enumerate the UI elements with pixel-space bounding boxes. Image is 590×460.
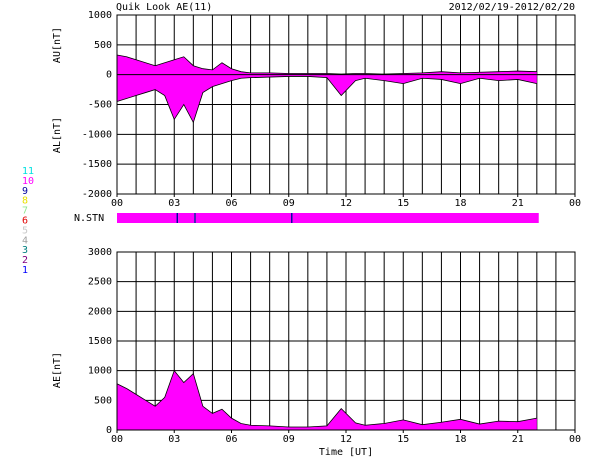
station-legend: 9	[22, 186, 28, 197]
x-tick-label: 06	[225, 434, 237, 445]
station-legend: 2	[22, 255, 28, 266]
y-tick-label: 3000	[88, 247, 112, 258]
y-axis-label: AE[nT]	[52, 352, 63, 388]
x-tick-label: 21	[512, 198, 524, 209]
x-tick-label: 00	[569, 434, 581, 445]
station-legend: 4	[22, 235, 28, 246]
station-segment	[194, 213, 196, 223]
x-tick-label: 09	[283, 434, 295, 445]
area-outline	[116, 369, 537, 428]
y-tick-label: 1000	[88, 10, 112, 21]
station-label: N.STN	[74, 213, 104, 224]
y-tick-label: 2000	[88, 306, 112, 317]
y-tick-label: 0	[106, 70, 112, 81]
y-tick-label: -1000	[82, 129, 112, 140]
station-legend: 1	[22, 265, 28, 276]
station-segment	[178, 213, 195, 223]
x-tick-label: 03	[168, 434, 180, 445]
x-tick-label: 15	[397, 434, 409, 445]
x-axis-label: Time [UT]	[319, 447, 373, 458]
y-tick-label: 500	[94, 40, 112, 51]
station-segment	[291, 213, 293, 223]
chart-title: Quik Look AE(11)	[116, 2, 212, 13]
x-tick-label: 21	[512, 434, 524, 445]
y-tick-label: 2500	[88, 277, 112, 288]
x-tick-label: 00	[569, 198, 581, 209]
x-tick-label: 00	[111, 434, 123, 445]
x-tick-label: 18	[454, 198, 466, 209]
y-tick-label: -1500	[82, 159, 112, 170]
y-tick-label: 0	[106, 425, 112, 436]
y-tick-label: 1500	[88, 336, 112, 347]
area	[117, 370, 537, 430]
y-axis-label: AL[nT]	[52, 117, 63, 153]
station-segment	[195, 213, 292, 223]
station-segment	[292, 213, 539, 223]
y-axis-label: AU[nT]	[52, 27, 63, 63]
x-tick-label: 12	[340, 198, 352, 209]
station-segment	[176, 213, 179, 223]
date-range: 2012/02/19-2012/02/20	[449, 2, 575, 13]
x-tick-label: 15	[397, 198, 409, 209]
station-legend: 8	[22, 196, 28, 207]
y-tick-label: 1000	[88, 366, 112, 377]
x-tick-label: 09	[283, 198, 295, 209]
area-outline	[116, 54, 537, 75]
y-tick-label: -500	[88, 100, 112, 111]
station-legend: 5	[22, 225, 28, 236]
y-tick-label: -2000	[82, 189, 112, 200]
x-tick-label: 00	[111, 198, 123, 209]
x-tick-label: 03	[168, 198, 180, 209]
station-legend: 11	[22, 166, 34, 177]
station-legend: 10	[22, 176, 34, 187]
station-legend: 3	[22, 245, 28, 256]
x-tick-label: 18	[454, 434, 466, 445]
station-legend: 7	[22, 206, 28, 217]
x-tick-label: 06	[225, 198, 237, 209]
x-tick-label: 12	[340, 434, 352, 445]
area-outline	[116, 76, 537, 124]
area	[117, 54, 537, 75]
y-tick-label: 500	[94, 395, 112, 406]
station-segment	[117, 213, 177, 223]
station-legend: 6	[22, 216, 28, 227]
